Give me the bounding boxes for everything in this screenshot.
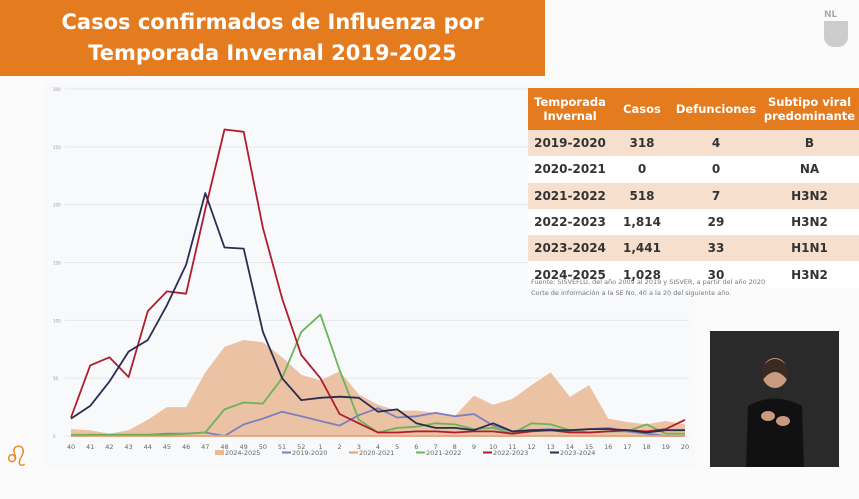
- legend-swatch: [215, 450, 224, 455]
- x-tick-label: 17: [623, 443, 631, 451]
- x-tick-label: 18: [642, 443, 650, 451]
- y-tick-label: 50: [53, 376, 59, 381]
- x-tick-label: 47: [201, 443, 209, 451]
- x-tick-label: 48: [220, 443, 228, 451]
- x-tick-label: 10: [489, 443, 497, 451]
- table-row: 2021-2022 518 7 H3N2: [528, 182, 859, 209]
- x-tick-label: 4: [376, 443, 380, 451]
- y-tick-label: 150: [53, 261, 61, 266]
- shield-icon: [824, 21, 848, 47]
- x-tick-label: 42: [105, 443, 113, 451]
- series-line-2023-2024: [70, 192, 685, 434]
- source-note: Fuente: SISVEFLU, del año 2009 al 2019 y…: [531, 277, 765, 299]
- y-tick-label: 250: [53, 145, 61, 150]
- x-tick-label: 44: [144, 443, 152, 451]
- x-tick-label: 46: [182, 443, 190, 451]
- cell-subtype: NA: [760, 156, 859, 183]
- cell-cases: 1,028: [612, 261, 672, 288]
- cell-season: 2020-2021: [528, 156, 612, 183]
- legend-label: 2021-2022: [426, 449, 461, 457]
- x-tick-label: 12: [527, 443, 535, 451]
- x-tick-label: 11: [508, 443, 516, 451]
- x-tick-label: 43: [124, 443, 132, 451]
- cell-deaths: 4: [672, 130, 760, 157]
- source-line-2: Corte de información a la SE No. 40 a la…: [531, 289, 732, 297]
- x-tick-label: 16: [604, 443, 612, 451]
- cell-season: 2022-2023: [528, 208, 612, 236]
- x-tick-label: 41: [86, 443, 94, 451]
- x-tick-label: 45: [163, 443, 171, 451]
- x-tick-label: 49: [240, 443, 248, 451]
- interpreter-figure: [746, 358, 804, 467]
- header-season: Temporada Invernal: [528, 88, 612, 130]
- legend-label: 2023-2024: [560, 449, 595, 457]
- x-tick-label: 3: [357, 443, 361, 451]
- x-tick-label: 20: [681, 443, 689, 451]
- cell-cases: 1,814: [612, 208, 672, 236]
- x-tick-label: 51: [278, 443, 286, 451]
- title-line-1: Casos confirmados de Influenza por: [61, 10, 484, 34]
- cell-cases: 518: [612, 182, 672, 209]
- cell-season: 2019-2020: [528, 130, 612, 157]
- cell-season: 2024-2025: [528, 261, 612, 288]
- table-row: 2019-2020 318 4 B: [528, 130, 859, 157]
- x-tick-label: 40: [67, 443, 75, 451]
- season-summary-table: Temporada Invernal Casos Defunciones Sub…: [528, 88, 859, 288]
- series-area-2024-2025: [71, 340, 685, 436]
- table-row: 2022-2023 1,814 29 H3N2: [528, 208, 859, 236]
- cell-subtype: H3N2: [760, 182, 859, 209]
- x-tick-label: 50: [259, 443, 267, 451]
- x-tick-label: 1: [318, 443, 322, 451]
- x-tick-label: 5: [395, 443, 399, 451]
- cell-subtype: B: [760, 130, 859, 157]
- cell-deaths: 29: [672, 208, 760, 236]
- cell-subtype: H3N2: [760, 208, 859, 236]
- cell-deaths: 7: [672, 182, 760, 209]
- x-tick-label: 7: [433, 443, 437, 451]
- x-tick-label: 6: [414, 443, 418, 451]
- table-row: 2024-2025 1,028 30 H3N2: [528, 261, 859, 288]
- nl-logo-text: NL: [824, 10, 838, 20]
- header-subtype: Subtipo viral predominante: [760, 88, 859, 130]
- table-row: 2020-2021 0 0 NA: [528, 156, 859, 183]
- header-deaths: Defunciones: [672, 88, 760, 130]
- cell-cases: 318: [612, 130, 672, 157]
- x-tick-label: 8: [453, 443, 457, 451]
- cell-subtype: H1N1: [760, 235, 859, 262]
- x-tick-label: 2: [338, 443, 342, 451]
- cell-season: 2021-2022: [528, 182, 612, 209]
- slide-title: Casos confirmados de Influenza por Tempo…: [0, 0, 545, 76]
- legend-label: 2024-2025: [225, 449, 260, 457]
- cell-deaths: 0: [672, 156, 760, 183]
- legend-label: 2022-2023: [493, 449, 528, 457]
- cell-deaths: 33: [672, 235, 760, 262]
- x-tick-label: 52: [297, 443, 305, 451]
- legend-label: 2019-2020: [292, 449, 327, 457]
- cell-cases: 0: [612, 156, 672, 183]
- header-cases: Casos: [612, 88, 672, 130]
- lion-logo-icon: ♌: [4, 440, 30, 473]
- source-line-1: Fuente: SISVEFLU, del año 2009 al 2019 y…: [531, 278, 766, 286]
- y-tick-label: 100: [53, 318, 61, 323]
- x-tick-label: 15: [585, 443, 593, 451]
- cell-cases: 1,441: [612, 235, 672, 262]
- cell-season: 2023-2024: [528, 235, 612, 262]
- y-tick-label: 300: [53, 87, 61, 92]
- cell-subtype: H3N2: [760, 261, 859, 288]
- cell-deaths: 30: [672, 261, 760, 288]
- x-tick-label: 13: [547, 443, 555, 451]
- x-tick-label: 19: [662, 443, 670, 451]
- sign-language-interpreter-video: [710, 331, 839, 467]
- x-tick-label: 14: [566, 443, 574, 451]
- x-tick-label: 9: [472, 443, 476, 451]
- y-tick-label: 200: [53, 203, 61, 208]
- nl-logo: NL: [824, 10, 858, 52]
- title-line-2: Temporada Invernal 2019-2025: [88, 41, 457, 65]
- y-tick-label: 0: [53, 434, 56, 439]
- legend-label: 2020-2021: [359, 449, 394, 457]
- table-row: 2023-2024 1,441 33 H1N1: [528, 235, 859, 262]
